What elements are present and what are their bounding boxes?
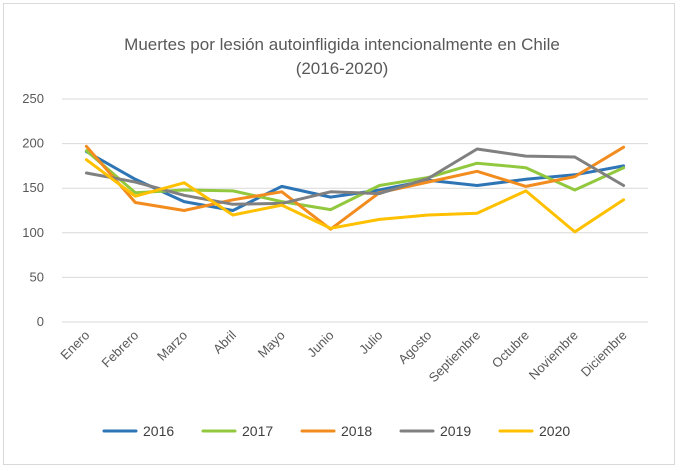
x-tick-label: Mayo <box>255 328 288 361</box>
legend-label-2019: 2019 <box>440 423 471 439</box>
x-tick-label: Diciembre <box>578 328 630 380</box>
series-line-2019 <box>84 147 626 206</box>
chart-title: Muertes por lesión autoinfligida intenci… <box>124 35 560 54</box>
x-tick-label: Junio <box>304 328 337 361</box>
y-tick-label: 250 <box>22 91 44 106</box>
y-tick-label: 50 <box>30 269 44 284</box>
x-tick-label: Noviembre <box>526 328 581 383</box>
chart-subtitle: (2016-2020) <box>296 59 389 78</box>
y-tick-label: 0 <box>37 314 44 329</box>
gridlines <box>62 98 648 323</box>
chart-frame <box>3 3 675 465</box>
x-tick-label: Octubre <box>489 328 532 371</box>
legend-label-2020: 2020 <box>539 423 570 439</box>
x-tick-label: Septiembre <box>426 328 484 386</box>
x-tick-label: Febrero <box>99 328 142 371</box>
y-tick-label: 100 <box>22 225 44 240</box>
series-line-2018 <box>84 144 626 231</box>
x-axis-ticks: Enero Febrero Marzo Abril Mayo Junio Julio Agos… <box>57 327 629 385</box>
legend-label-2017: 2017 <box>242 423 273 439</box>
series-line-2016 <box>84 150 626 212</box>
x-tick-label: Enero <box>57 328 92 363</box>
legend: 2016 2017 2018 2019 2020 <box>102 423 570 439</box>
series-line-2017 <box>84 149 626 212</box>
legend-label-2018: 2018 <box>341 423 372 439</box>
x-tick-label: Agosto <box>395 328 434 367</box>
x-tick-label: Marzo <box>154 328 190 364</box>
x-tick-label: Julio <box>356 328 386 358</box>
y-axis-ticks: 0 50 100 150 200 250 <box>22 91 44 329</box>
x-tick-label: Abril <box>210 327 239 356</box>
y-tick-label: 200 <box>22 136 44 151</box>
series-line-2020 <box>84 158 626 234</box>
y-tick-label: 150 <box>22 180 44 195</box>
series-lines <box>84 144 626 234</box>
legend-label-2016: 2016 <box>143 423 174 439</box>
